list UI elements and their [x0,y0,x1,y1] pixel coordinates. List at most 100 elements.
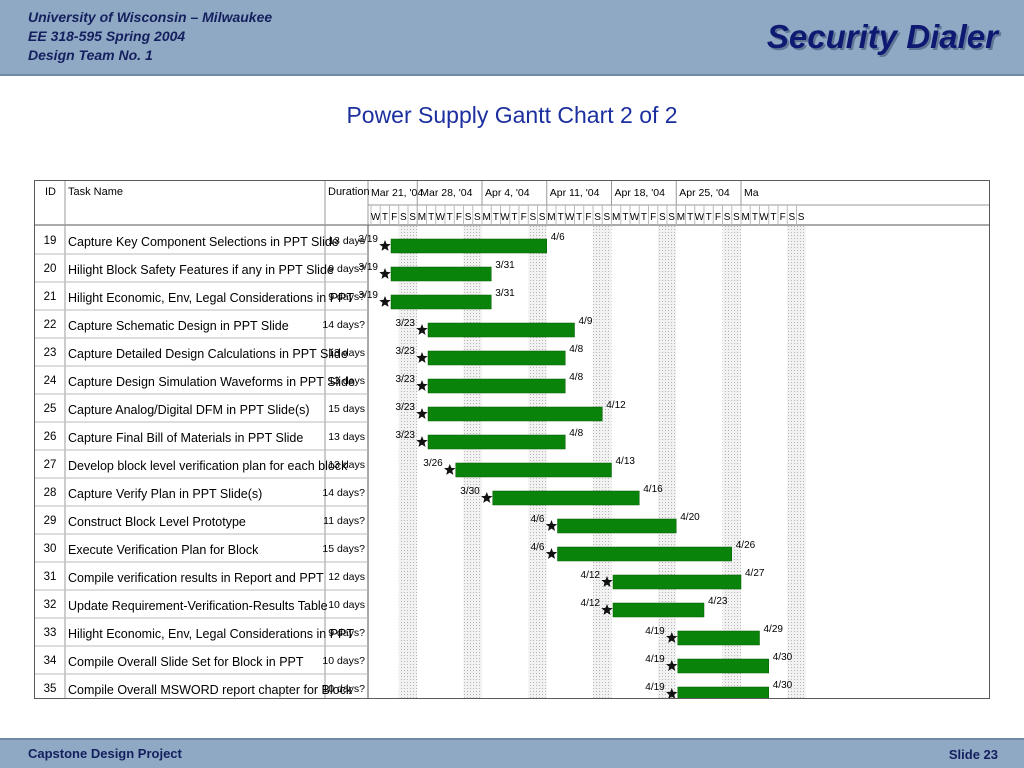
task-start-date: 4/12 [581,598,601,609]
column-header-duration: Duration [328,186,370,198]
day-letter: T [382,212,388,223]
weekend-shading [731,226,741,698]
start-marker-icon [379,268,391,279]
course-name: EE 318-595 Spring 2004 [28,28,186,44]
task-duration: 10 days? [322,655,365,667]
task-finish-date: 4/27 [745,568,765,579]
task-name: Capture Design Simulation Waveforms in P… [68,375,355,389]
day-letter: S [409,212,416,223]
task-name: Capture Verify Plan in PPT Slide(s) [68,487,262,501]
week-label: Ma [744,187,759,199]
day-letter: F [780,212,786,223]
task-bar [390,266,492,282]
weekend-shading [408,226,418,698]
task-bar [612,602,705,618]
task-bar [390,294,492,310]
day-letter: S [474,212,481,223]
day-letter: W [565,212,575,223]
start-marker-icon [481,492,493,503]
day-letter: F [391,212,397,223]
weekend-shading [796,226,806,698]
task-start-date: 4/12 [581,570,601,581]
weekend-shading [657,226,667,698]
task-start-date: 3/30 [460,486,480,497]
day-letter: T [558,212,564,223]
day-letter: M [741,212,749,223]
task-name: Hilight Economic, Env, Legal Considerati… [68,291,354,305]
start-marker-icon [601,604,613,615]
task-name: Compile Overall Slide Set for Block in P… [68,655,304,669]
day-letter: S [789,212,796,223]
start-marker-icon [379,240,391,251]
task-bar [557,546,732,562]
task-bar [677,630,760,646]
task-finish-date: 4/30 [773,652,793,663]
task-id: 32 [44,599,57,611]
task-bar [427,322,575,338]
weekend-shading [472,226,482,698]
day-letter: T [770,212,776,223]
day-letter: M [547,212,555,223]
task-id: 25 [44,403,57,415]
university-name: University of Wisconsin – Milwaukee [28,9,273,25]
task-name: Hilight Block Safety Features if any in … [68,263,334,277]
task-finish-date: 4/26 [736,540,756,551]
task-id: 30 [44,543,57,555]
weekend-shading [602,226,612,698]
task-finish-date: 4/16 [643,484,663,495]
task-name: Capture Final Bill of Materials in PPT S… [68,431,303,445]
day-letter: M [677,212,685,223]
start-marker-icon [379,296,391,307]
day-letter: F [456,212,462,223]
task-bar [677,658,769,674]
task-start-date: 3/26 [423,458,443,469]
day-letter: T [752,212,758,223]
column-header-id: ID [45,186,56,198]
task-start-date: 3/19 [359,262,379,273]
task-id: 29 [44,515,57,527]
task-id: 23 [44,347,57,359]
task-start-date: 3/23 [396,346,416,357]
task-bar [427,350,566,366]
day-letter: T [687,212,693,223]
day-letter: S [733,212,740,223]
start-marker-icon [444,464,456,475]
weekend-shading [722,226,732,698]
day-letter: S [594,212,601,223]
day-letter: T [641,212,647,223]
task-duration: 13 days [328,347,365,359]
task-id: 28 [44,487,57,499]
week-label: Apr 11, '04 [550,187,600,199]
task-start-date: 4/6 [531,542,545,553]
day-letter: T [428,212,434,223]
weekend-shading [463,226,473,698]
start-marker-icon [666,688,678,698]
start-marker-icon [416,380,428,391]
task-bar [427,378,566,394]
start-marker-icon [416,352,428,363]
weekend-shading [528,226,538,698]
task-id: 22 [44,319,57,331]
day-letter: S [530,212,537,223]
task-id: 24 [44,375,57,387]
slide-title: Power Supply Gantt Chart 2 of 2 [346,102,678,128]
task-finish-date: 4/29 [764,624,784,635]
task-duration: 13 days [328,431,365,443]
footer-course: Capstone Design Project [28,746,182,761]
task-id: 35 [44,683,57,695]
task-start-date: 4/19 [645,626,665,637]
start-marker-icon [416,408,428,419]
task-finish-date: 4/8 [569,428,583,439]
weekend-shading [787,226,797,698]
task-name: Compile Overall MSWORD report chapter fo… [68,683,353,697]
start-marker-icon [545,520,558,531]
task-name: Compile verification results in Report a… [68,571,324,585]
day-letter: W [436,212,446,223]
task-id: 21 [44,291,57,303]
week-label: Apr 25, '04 [679,187,730,199]
slide-footer: Capstone Design Project Slide 23 [0,738,1024,768]
task-name: Capture Detailed Design Calculations in … [68,347,348,361]
task-duration: 14 days? [322,319,365,331]
day-letter: W [695,212,705,223]
